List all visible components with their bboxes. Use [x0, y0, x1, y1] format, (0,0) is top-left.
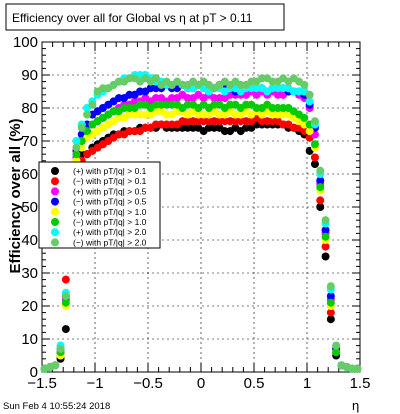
data-point: [316, 176, 325, 185]
data-point: [51, 361, 60, 370]
data-point: [321, 232, 330, 241]
series-8: [40, 74, 362, 373]
data-point: [316, 196, 325, 205]
legend-entry: (+) with pT/|q| > 2.0: [73, 227, 147, 237]
legend-marker: [51, 238, 59, 247]
series-6: [40, 100, 362, 373]
data-point: [321, 216, 330, 225]
data-point: [310, 160, 319, 169]
legend-marker: [51, 177, 59, 186]
data-point: [321, 242, 330, 251]
data-point: [72, 143, 81, 152]
legend: (+) with pT/|q| > 0.1(−) with pT/|q| > 0…: [38, 161, 161, 249]
x-tick-label: 1.5: [350, 375, 371, 392]
data-point: [326, 315, 335, 324]
data-point: [310, 140, 319, 149]
y-tick-label: 20: [21, 298, 38, 315]
legend-marker: [51, 187, 59, 196]
y-tick-label: 10: [21, 331, 38, 348]
y-axis-label: Efficiency over all (%): [7, 118, 24, 273]
legend-entry: (+) with pT/|q| > 0.1: [73, 166, 147, 176]
footer-timestamp: Sun Feb 4 10:55:24 2018: [3, 401, 110, 412]
x-tick-label: −1: [86, 375, 103, 392]
legend-entry: (−) with pT/|q| > 2.0: [73, 237, 147, 247]
legend-box: [38, 161, 161, 249]
legend-entry: (+) with pT/|q| > 0.5: [73, 186, 147, 196]
y-tick-label: 80: [21, 100, 38, 117]
data-point: [310, 153, 319, 162]
data-point: [316, 203, 325, 211]
data-point: [305, 90, 314, 99]
data-point: [332, 341, 341, 350]
data-point: [83, 110, 92, 119]
legend-marker: [51, 207, 59, 216]
data-point: [321, 252, 330, 261]
legend-entry: (+) with pT/|q| > 1.0: [73, 207, 147, 217]
data-point: [326, 298, 335, 307]
chart-title-box: [5, 3, 285, 31]
series-2: [40, 113, 362, 373]
legend-marker: [51, 228, 59, 237]
data-point: [61, 298, 70, 307]
x-axis-label: η: [352, 398, 359, 413]
data-point: [316, 183, 325, 192]
legend-marker: [51, 197, 59, 206]
data-point: [353, 364, 362, 373]
legend-entry: (−) with pT/|q| > 0.1: [73, 176, 147, 186]
legend-marker: [51, 167, 59, 175]
data-point: [72, 137, 81, 145]
data-point: [61, 292, 70, 301]
data-point: [305, 127, 314, 136]
data-point: [305, 97, 314, 106]
y-tick-labels: 0 10 20 30 40 50 60 70 80 90 100: [13, 34, 38, 381]
data-point: [332, 348, 341, 357]
y-tick-label: 40: [21, 232, 38, 249]
y-tick-label: 60: [21, 166, 38, 183]
data-point: [321, 226, 330, 235]
data-point: [326, 282, 335, 291]
y-tick-label: 0: [30, 364, 38, 381]
data-point: [77, 123, 86, 132]
y-tick-label: 30: [21, 265, 38, 282]
data-point: [61, 275, 70, 284]
data-point: [72, 150, 81, 159]
chart-title: Efficiency over all for Global vs η at p…: [12, 11, 253, 25]
x-tick-labels: −1.5 −1 −0.5 0 0.5 1 1.5: [27, 375, 370, 392]
data-point: [56, 344, 65, 353]
data-point: [316, 166, 325, 175]
x-tick-label: 0.5: [244, 375, 265, 392]
legend-entry: (−) with pT/|q| > 0.5: [73, 197, 147, 207]
data-point: [300, 80, 309, 89]
x-tick-label: −0.5: [133, 375, 163, 392]
data-point: [326, 292, 335, 301]
data-series: [40, 71, 362, 373]
data-point: [300, 113, 309, 122]
x-tick-label: 1: [303, 375, 311, 392]
y-tick-label: 50: [21, 199, 38, 216]
data-point: [61, 325, 70, 334]
data-point: [151, 74, 160, 83]
y-tick-label: 90: [21, 67, 38, 84]
y-tick-label: 100: [13, 34, 38, 51]
data-point: [310, 117, 319, 126]
data-point: [88, 100, 97, 109]
data-point: [326, 308, 335, 317]
x-tick-label: 0: [197, 375, 205, 392]
y-tick-label: 70: [21, 133, 38, 150]
x-tick-label: −1.5: [27, 375, 57, 392]
legend-entry: (−) with pT/|q| > 1.0: [73, 217, 147, 227]
legend-marker: [51, 218, 59, 226]
